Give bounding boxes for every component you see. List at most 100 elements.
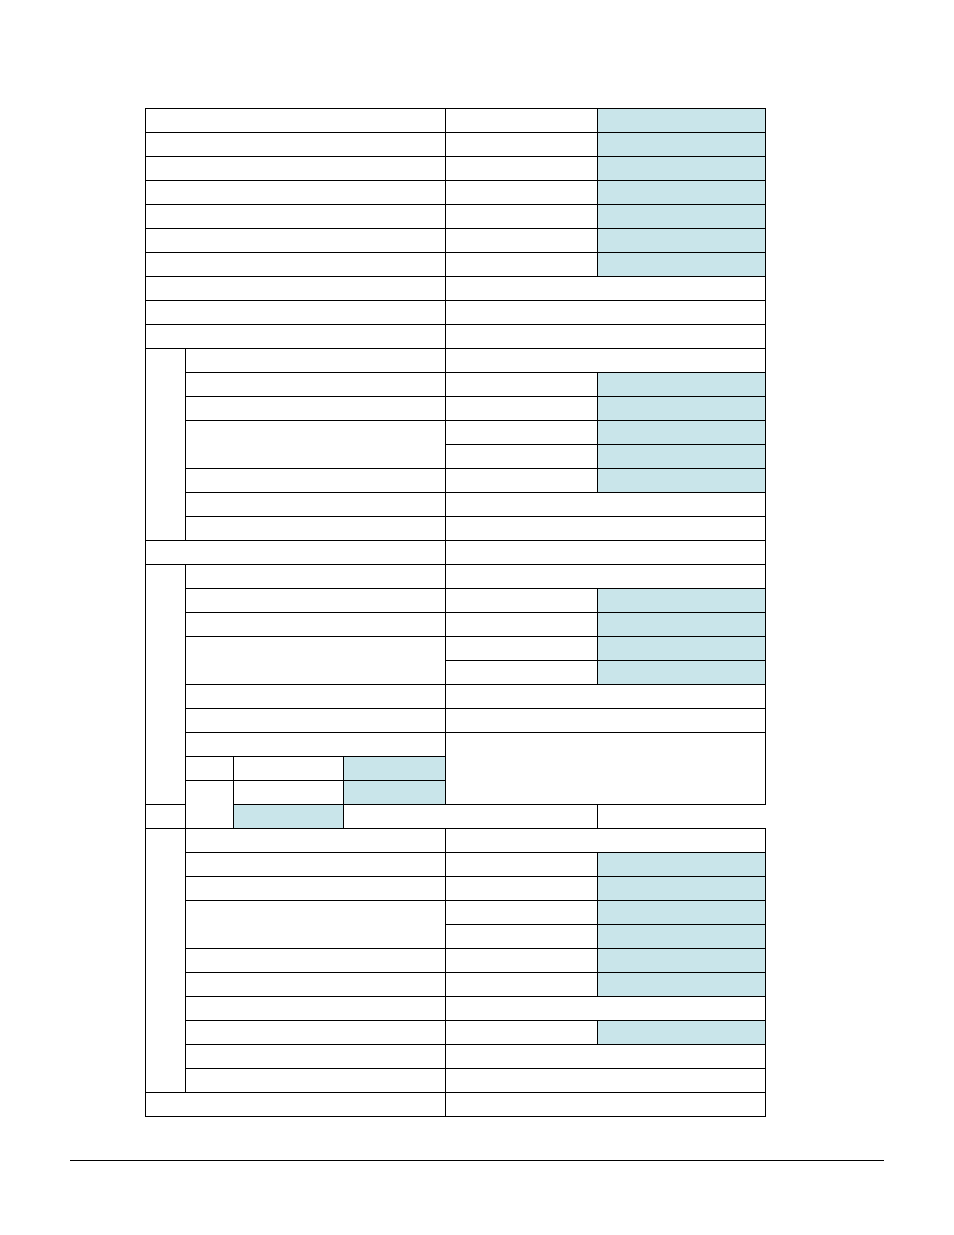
table-row: [146, 1021, 766, 1045]
input-cell[interactable]: [598, 949, 766, 973]
cell: [446, 685, 766, 709]
table-row: [146, 469, 766, 493]
cell: [446, 1093, 766, 1117]
input-cell[interactable]: [598, 445, 766, 469]
input-cell[interactable]: [598, 1021, 766, 1045]
cell: [234, 757, 344, 781]
cell: [186, 709, 446, 733]
input-cell[interactable]: [598, 373, 766, 397]
cell: [186, 589, 446, 613]
cell: [446, 733, 766, 805]
input-cell[interactable]: [598, 901, 766, 925]
table-row: [146, 709, 766, 733]
input-cell[interactable]: [598, 925, 766, 949]
table-row: [146, 349, 766, 373]
cell: [446, 613, 598, 637]
cell: [186, 973, 446, 997]
cell: [186, 469, 446, 493]
cell: [446, 853, 598, 877]
input-cell[interactable]: [598, 157, 766, 181]
cell: [446, 229, 598, 253]
table-row: [146, 109, 766, 133]
table-row: [146, 301, 766, 325]
cell: [186, 637, 446, 685]
table-row: [146, 733, 766, 757]
input-cell[interactable]: [598, 973, 766, 997]
table-row: [146, 205, 766, 229]
cell: [186, 373, 446, 397]
input-cell[interactable]: [234, 805, 344, 829]
table-row: [146, 589, 766, 613]
input-cell[interactable]: [598, 877, 766, 901]
cell: [146, 229, 446, 253]
cell: [446, 349, 766, 373]
table-row: [146, 877, 766, 901]
table-row: [146, 853, 766, 877]
cell: [146, 109, 446, 133]
input-cell[interactable]: [598, 181, 766, 205]
cell: [146, 541, 446, 565]
cell: [446, 445, 598, 469]
cell: [446, 709, 766, 733]
table-row: [146, 829, 766, 853]
cell: [446, 589, 598, 613]
cell: [446, 973, 598, 997]
cell: [146, 157, 446, 181]
table-row: [146, 949, 766, 973]
table-row: [146, 1093, 766, 1117]
input-cell[interactable]: [598, 853, 766, 877]
cell: [446, 925, 598, 949]
cell: [186, 1045, 446, 1069]
cell: [446, 1021, 598, 1045]
input-cell[interactable]: [598, 469, 766, 493]
table-row: [146, 805, 766, 829]
input-cell[interactable]: [598, 661, 766, 685]
table-row: [146, 685, 766, 709]
input-cell[interactable]: [598, 589, 766, 613]
cell: [446, 1069, 766, 1093]
cell: [446, 997, 766, 1021]
input-cell[interactable]: [598, 421, 766, 445]
table-row: [146, 421, 766, 445]
cell: [446, 277, 766, 301]
input-cell[interactable]: [598, 109, 766, 133]
input-cell[interactable]: [344, 781, 446, 805]
cell: [146, 565, 186, 805]
table-row: [146, 973, 766, 997]
cell: [146, 205, 446, 229]
cell: [446, 181, 598, 205]
input-cell[interactable]: [598, 613, 766, 637]
cell: [186, 421, 446, 469]
table-row: [146, 517, 766, 541]
table-row: [146, 253, 766, 277]
input-cell[interactable]: [344, 757, 446, 781]
cell: [446, 661, 598, 685]
input-cell[interactable]: [598, 133, 766, 157]
table-row: [146, 133, 766, 157]
table-row: [146, 229, 766, 253]
input-cell[interactable]: [598, 229, 766, 253]
cell: [186, 997, 446, 1021]
cell: [234, 781, 344, 805]
input-cell[interactable]: [598, 253, 766, 277]
input-cell[interactable]: [598, 397, 766, 421]
cell: [186, 565, 446, 589]
table-row: [146, 493, 766, 517]
cell: [186, 853, 446, 877]
cell: [186, 781, 234, 829]
input-cell[interactable]: [598, 637, 766, 661]
cell: [186, 685, 446, 709]
cell: [446, 469, 598, 493]
cell: [446, 205, 598, 229]
cell: [446, 397, 598, 421]
form-table: [145, 108, 765, 1117]
footer-rule: [70, 1160, 884, 1161]
table-row: [146, 181, 766, 205]
cell: [446, 829, 766, 853]
cell: [446, 493, 766, 517]
table-row: [146, 277, 766, 301]
cell: [186, 613, 446, 637]
input-cell[interactable]: [598, 205, 766, 229]
table-row: [146, 901, 766, 925]
table-row: [146, 637, 766, 661]
